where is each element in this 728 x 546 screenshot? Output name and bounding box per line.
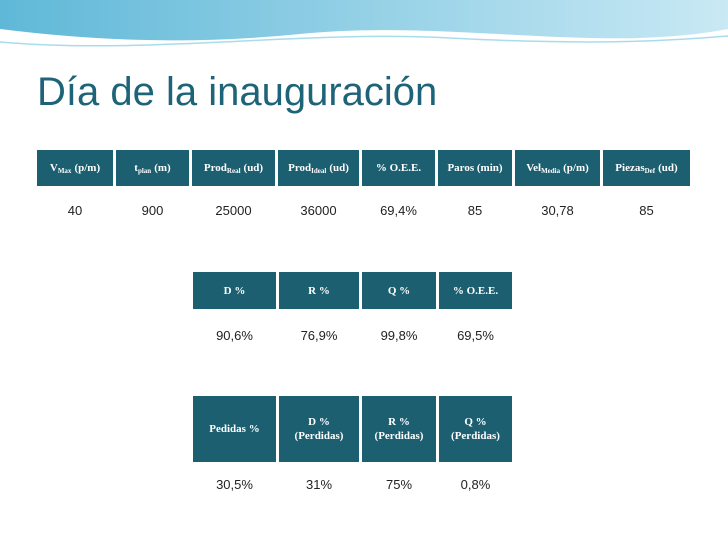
header-cell: % O.E.E.	[362, 150, 435, 186]
header-main: Q %	[387, 284, 411, 297]
header-main: t	[134, 161, 138, 174]
value-cell: 90,6%	[216, 328, 253, 343]
value-cell: 75%	[385, 477, 413, 492]
value-cell: 31%	[305, 477, 333, 492]
header-text: Paros (min)	[447, 161, 502, 175]
value-cell: 69,4%	[380, 203, 417, 218]
header-wave	[0, 0, 728, 47]
header-main: Paros (min)	[447, 162, 503, 174]
header-text: Q %	[388, 284, 410, 298]
header-unit: (ud)	[658, 161, 678, 174]
value-cell: 76,9%	[300, 328, 338, 343]
header-main: Prod	[288, 161, 312, 174]
header-main: D %	[223, 284, 246, 297]
header-cell: ProdReal (ud)	[192, 150, 275, 186]
header-cell: Q %	[362, 272, 436, 309]
header-unit: (Perdidas)	[374, 430, 424, 442]
value-cell: 99,8%	[380, 328, 418, 343]
header-text: Q %	[464, 415, 486, 429]
header-cell: tplan (m)	[116, 150, 189, 186]
header-unit: (p/m)	[563, 161, 589, 174]
header-sub: Max	[57, 166, 72, 175]
header-sub: Ideal	[311, 166, 327, 175]
header-text: PiezasDef (ud)	[615, 161, 677, 176]
header-text: D %	[224, 284, 246, 298]
header-unit: (p/m)	[74, 161, 101, 174]
header-text: R %	[308, 284, 330, 298]
header-text: D %	[308, 415, 330, 429]
header-unit: (ud)	[329, 161, 349, 174]
value-cell: 30,5%	[216, 477, 253, 492]
header-cell: R %	[279, 272, 359, 309]
header-text: VelMedia (p/m)	[526, 161, 589, 176]
header-sub: Real	[226, 166, 241, 175]
header-text: tplan (m)	[134, 161, 170, 176]
header-cell: D % (Perdidas)	[279, 396, 359, 462]
header-main: R %	[388, 416, 410, 428]
header-main: Prod	[203, 161, 227, 174]
header-text: % O.E.E.	[453, 284, 498, 298]
header-cell: PiezasDef (ud)	[603, 150, 690, 186]
header-main: Pedidas %	[209, 423, 260, 435]
header-main: Q %	[464, 416, 487, 428]
header-main: R %	[308, 284, 330, 297]
header-text: VMax (p/m)	[50, 161, 100, 176]
header-main: V	[49, 161, 58, 174]
value-cell: 30,78	[541, 203, 574, 218]
value-cell: 900	[141, 203, 164, 218]
header-text: % O.E.E.	[376, 161, 421, 175]
header-cell: Pedidas %	[193, 396, 276, 462]
header-text: R %	[388, 415, 410, 429]
header-main: % O.E.E.	[452, 284, 499, 297]
value-cell: 40	[67, 203, 83, 218]
value-cell: 69,5%	[457, 328, 494, 343]
header-cell: D %	[193, 272, 276, 309]
header-cell: R % (Perdidas)	[362, 396, 436, 462]
header-unit: (Perdidas)	[451, 430, 500, 442]
header-cell: ProdIdeal (ud)	[278, 150, 359, 186]
header-unit: (Perdidas)	[294, 430, 344, 442]
value-cell: 85	[639, 203, 654, 218]
value-cell: 25000	[215, 203, 252, 218]
header-main: D %	[308, 416, 330, 428]
header-sub: Media	[541, 166, 561, 175]
header-text: Pedidas %	[209, 422, 259, 436]
header-main: Vel	[526, 161, 542, 174]
header-unit: (ud)	[243, 161, 264, 174]
header-sub: Def	[644, 166, 656, 175]
header-text: ProdReal (ud)	[204, 161, 263, 176]
header-cell: % O.E.E.	[439, 272, 512, 309]
value-cell: 85	[467, 203, 483, 218]
slide-title: Día de la inauguración	[37, 70, 438, 114]
header-cell: VelMedia (p/m)	[515, 150, 600, 186]
header-cell: Paros (min)	[438, 150, 512, 186]
header-text: ProdIdeal (ud)	[288, 161, 349, 176]
value-cell: 0,8%	[460, 477, 491, 492]
header-main: Piezas	[615, 161, 645, 174]
header-cell: VMax (p/m)	[37, 150, 113, 186]
header-cell: Q % (Perdidas)	[439, 396, 512, 462]
header-sub: plan	[137, 166, 152, 175]
header-main: % O.E.E.	[375, 162, 422, 174]
value-cell: 36000	[300, 203, 337, 218]
header-unit: (m)	[154, 161, 171, 174]
